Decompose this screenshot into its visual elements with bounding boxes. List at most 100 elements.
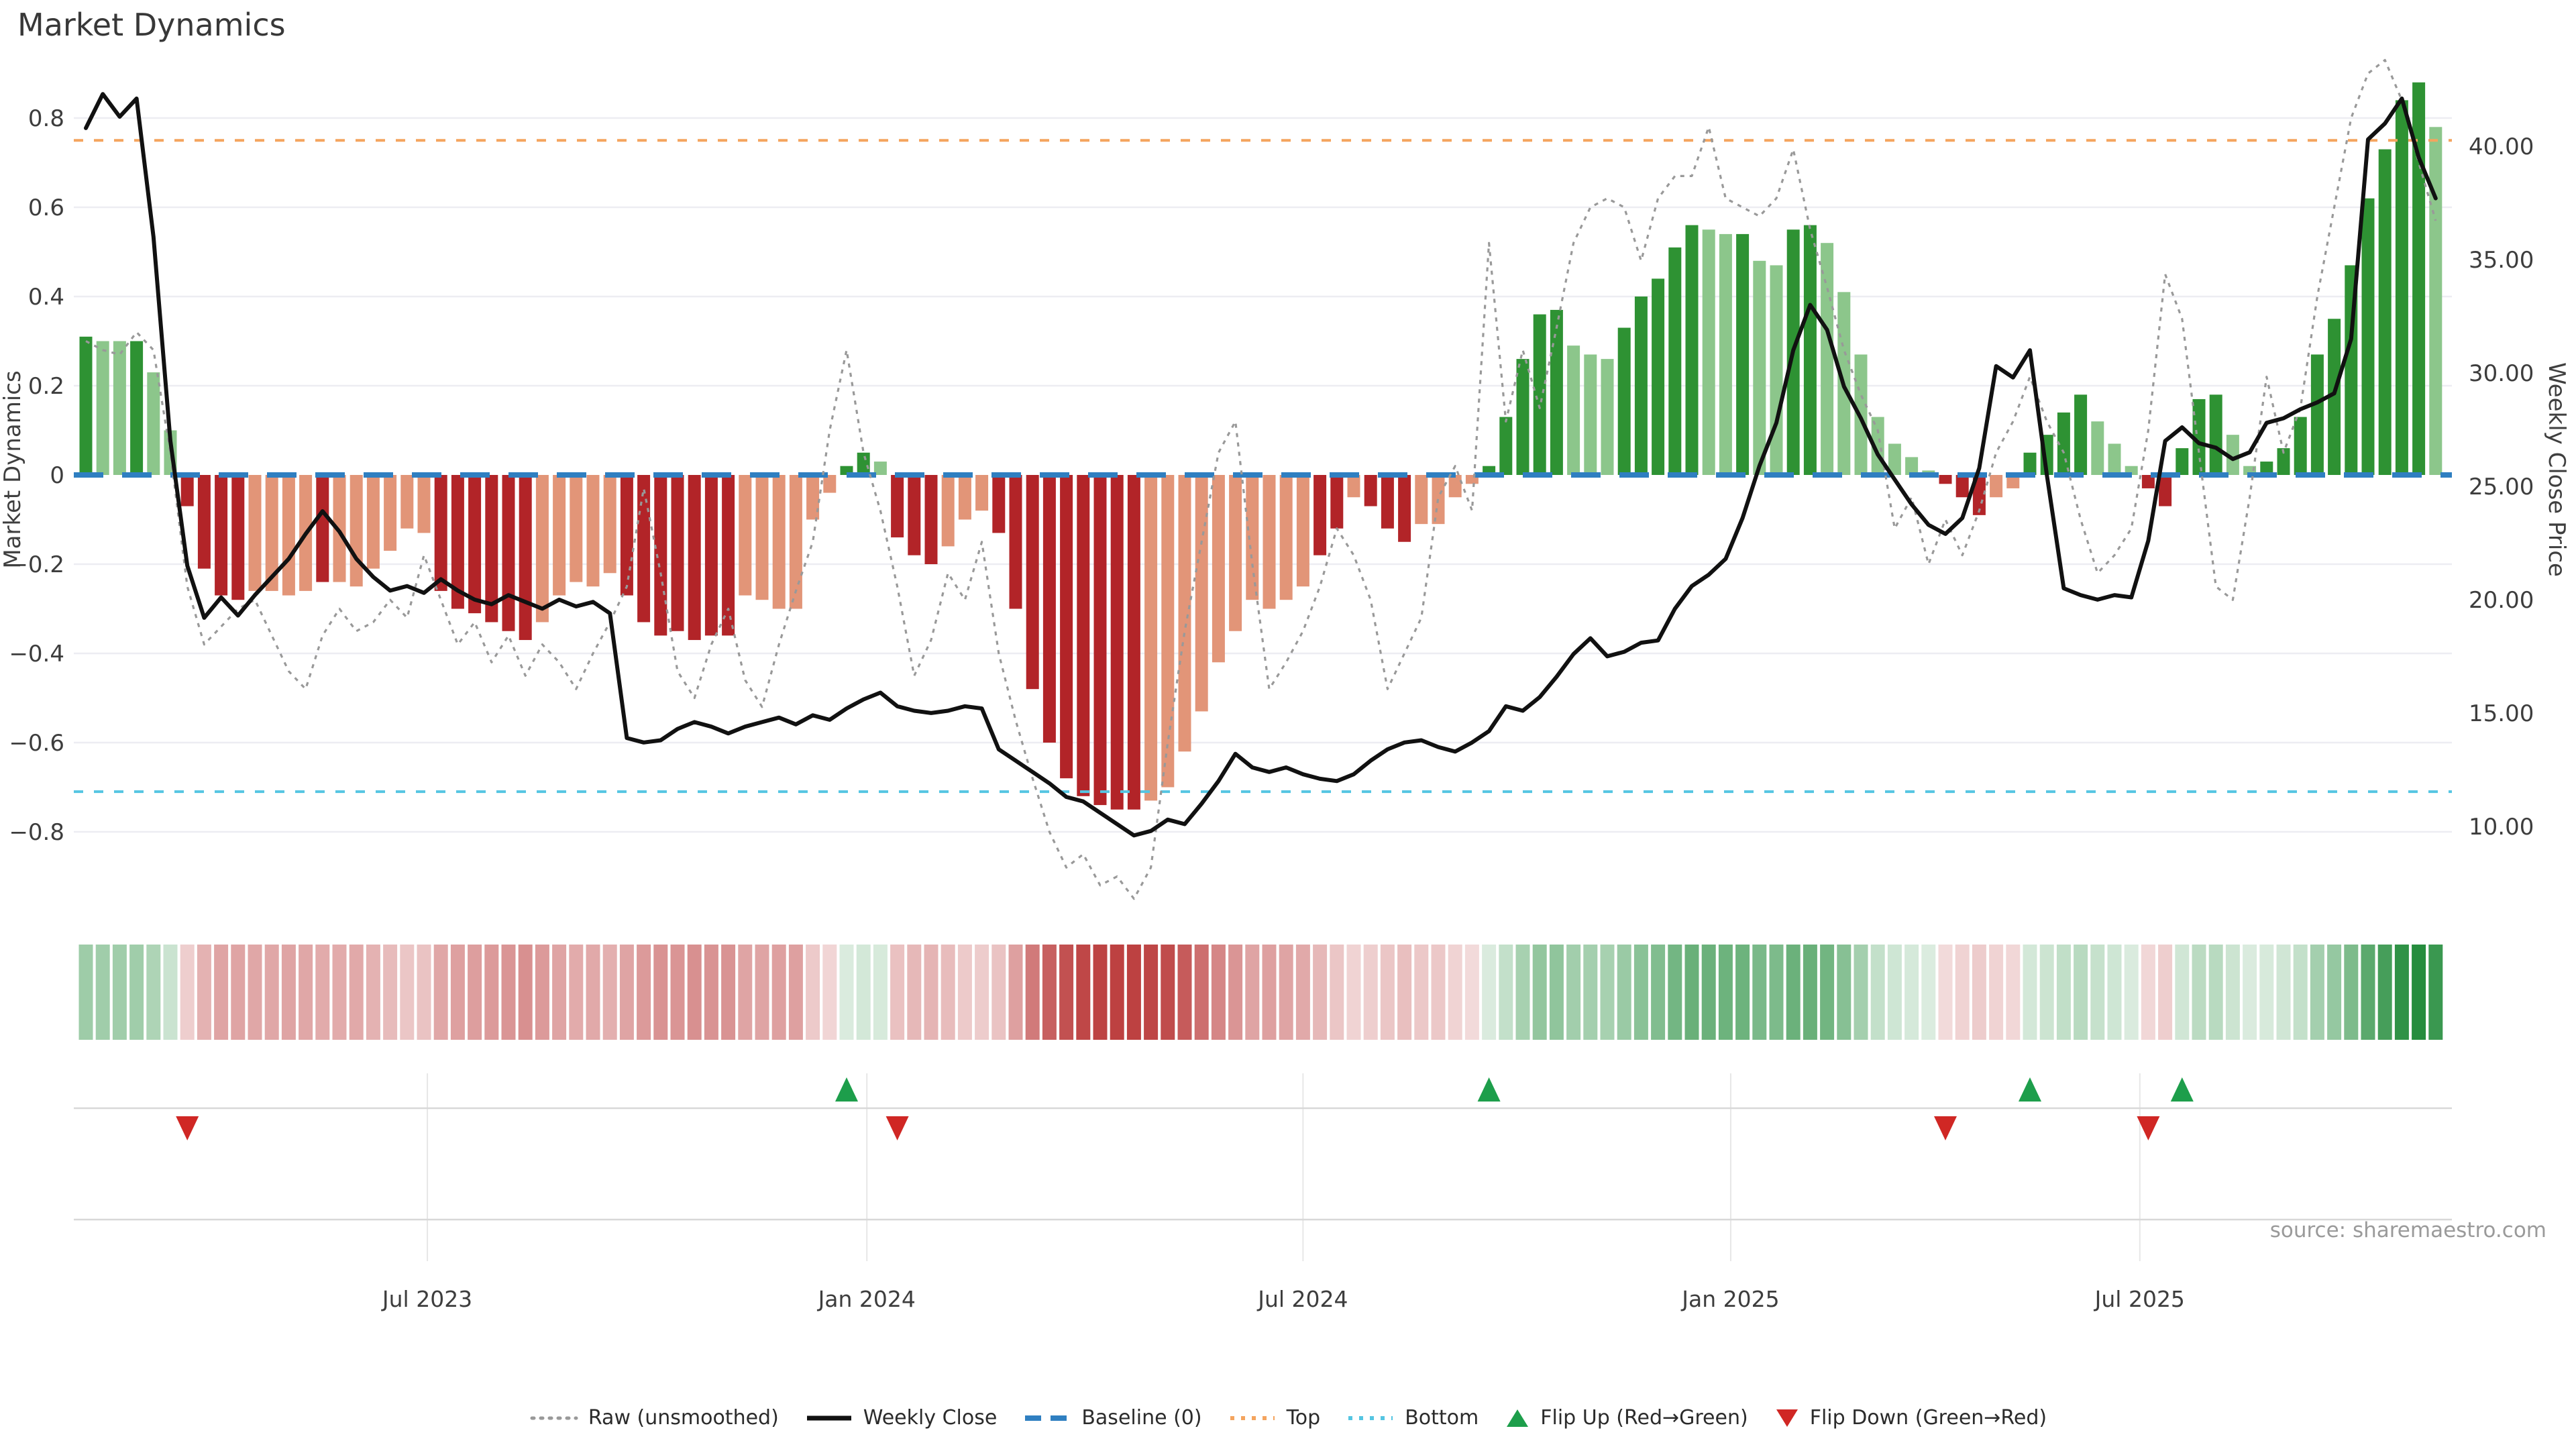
right-tick-label: 20.00 xyxy=(2469,587,2534,614)
legend-item-flip-up: Flip Up (Red→Green) xyxy=(1504,1406,1748,1430)
oscillator-bar xyxy=(96,341,109,475)
heat-cell xyxy=(2428,945,2443,1040)
heat-cell xyxy=(569,945,584,1040)
oscillator-bar xyxy=(1550,309,1563,475)
oscillator-bar xyxy=(2412,82,2426,476)
heat-cell xyxy=(1972,945,1986,1040)
oscillator-bar xyxy=(637,475,651,623)
heat-cell xyxy=(146,945,161,1040)
oscillator-bar xyxy=(739,475,752,596)
heat-cell xyxy=(873,945,888,1040)
heat-cell xyxy=(856,945,871,1040)
heat-cell xyxy=(619,945,634,1040)
flip-up-marker xyxy=(2170,1077,2194,1102)
flip-up-icon xyxy=(1507,1409,1529,1427)
heat-cell xyxy=(1177,945,1192,1040)
heat-cell xyxy=(1633,945,1648,1040)
heat-cell xyxy=(975,945,989,1040)
oscillator-bar xyxy=(1127,475,1140,810)
right-axis-label: Weekly Close Price xyxy=(2543,362,2570,577)
flip-up-marker xyxy=(1477,1077,1501,1102)
heat-cell xyxy=(924,945,938,1040)
heat-cell xyxy=(2124,945,2139,1040)
heat-cell xyxy=(315,945,330,1040)
heat-cell xyxy=(1262,945,1277,1040)
heat-cell xyxy=(839,945,854,1040)
heat-cell xyxy=(2344,945,2359,1040)
oscillator-bar xyxy=(231,475,245,600)
oscillator-bar xyxy=(654,475,667,636)
right-axis-title: Weekly Close Price xyxy=(2543,362,2570,577)
left-tick-label: −0.8 xyxy=(9,819,64,846)
oscillator-bar xyxy=(924,475,938,564)
oscillator-bar xyxy=(2057,412,2070,475)
oscillator-bar xyxy=(2074,394,2088,475)
heat-cell xyxy=(1904,945,1919,1040)
legend: Raw (unsmoothed) Weekly Close Baseline (… xyxy=(0,1406,2576,1430)
oscillator-bars xyxy=(79,82,2443,810)
heat-cell xyxy=(1515,945,1530,1040)
oscillator-bar xyxy=(2006,475,2020,488)
heat-cell xyxy=(299,945,313,1040)
oscillator-bar xyxy=(1905,457,1919,475)
oscillator-bar xyxy=(722,475,735,636)
oscillator-bar xyxy=(1652,278,1665,475)
heat-cell xyxy=(2158,945,2173,1040)
heat-cell xyxy=(1245,945,1260,1040)
oscillator-bar xyxy=(1617,327,1631,475)
flip-down-icon xyxy=(1776,1409,1798,1427)
oscillator-bar xyxy=(1821,243,1834,475)
heat-cell xyxy=(704,945,718,1040)
left-tick-label: 0.8 xyxy=(28,105,64,132)
flip-down-marker xyxy=(176,1116,199,1140)
heat-cell xyxy=(822,945,837,1040)
heat-cell xyxy=(586,945,600,1040)
heat-cell xyxy=(1887,945,1902,1040)
oscillator-bar xyxy=(2159,475,2172,506)
heat-cell xyxy=(687,945,702,1040)
heat-cell xyxy=(1397,945,1412,1040)
flip-down-marker xyxy=(2137,1116,2160,1140)
heat-cell xyxy=(1025,945,1040,1040)
oscillator-bar xyxy=(1347,475,1360,498)
oscillator-bar xyxy=(434,475,447,591)
heat-cell xyxy=(214,945,229,1040)
heat-cell xyxy=(2039,945,2054,1040)
heat-cell xyxy=(2175,945,2190,1040)
heat-cell xyxy=(484,945,499,1040)
left-axis-ticks: 0.8 0.6 0.4 0.2 0 −0.2 −0.4 −0.6 −0.8 xyxy=(9,105,64,846)
oscillator-bar xyxy=(1668,247,1682,475)
heat-cell xyxy=(670,945,685,1040)
oscillator-bar xyxy=(1212,475,1225,663)
left-tick-label: −0.4 xyxy=(9,641,64,667)
heat-cell xyxy=(2361,945,2375,1040)
left-tick-label: 0 xyxy=(50,462,64,489)
oscillator-bar xyxy=(1246,475,1259,600)
x-axis-ticks: Jul 2023 Jan 2024 Jul 2024 Jan 2025 Jul 2025 xyxy=(381,1286,2185,1312)
heat-cell xyxy=(2141,945,2155,1040)
oscillator-bar xyxy=(1144,475,1158,801)
oscillator-bar xyxy=(1499,417,1513,475)
oscillator-bar xyxy=(873,462,887,475)
oscillator-bar xyxy=(1093,475,1107,806)
gridlines xyxy=(74,117,2452,833)
oscillator-bar xyxy=(1702,229,1715,475)
oscillator-bar xyxy=(2395,100,2408,475)
legend-label: Flip Up (Red→Green) xyxy=(1540,1406,1748,1430)
oscillator-bar xyxy=(1972,475,1986,515)
heat-cell xyxy=(400,945,415,1040)
heat-cell xyxy=(1126,945,1141,1040)
right-tick-label: 25.00 xyxy=(2469,474,2534,500)
heat-cell xyxy=(991,945,1006,1040)
oscillator-bar xyxy=(2429,127,2443,476)
oscillator-bar xyxy=(2192,398,2206,475)
oscillator-bar xyxy=(1110,475,1124,810)
heat-cell xyxy=(1820,945,1835,1040)
heat-cell xyxy=(1295,945,1310,1040)
heat-cell xyxy=(1042,945,1057,1040)
oscillator-bar xyxy=(958,475,971,520)
legend-item-weekly-close: Weekly Close xyxy=(804,1406,997,1430)
oscillator-bar xyxy=(2277,448,2290,475)
oscillator-bar xyxy=(941,475,955,547)
